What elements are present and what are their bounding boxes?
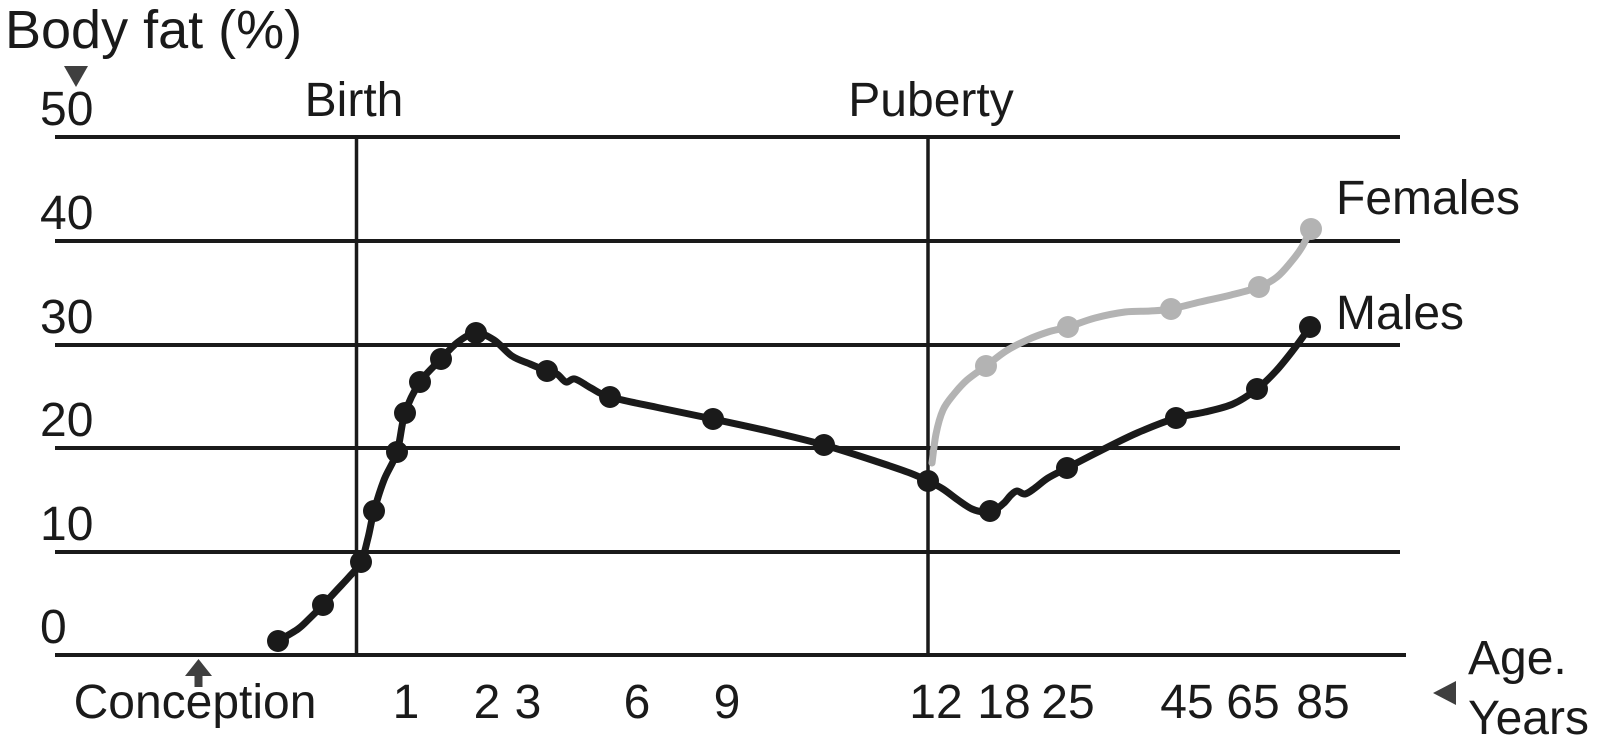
y-tick-40: 40	[40, 187, 94, 240]
males-dot	[394, 402, 416, 424]
birth-label: Birth	[304, 74, 404, 127]
y-tick-30: 30	[40, 291, 94, 344]
males-dot	[386, 441, 408, 463]
x-tick-45: 45	[1160, 676, 1214, 729]
up-arrow-icon	[185, 659, 212, 687]
males-dot	[465, 322, 487, 344]
males-dot	[409, 371, 431, 393]
x-tick-18: 18	[977, 676, 1031, 729]
males-dot	[350, 551, 372, 573]
males-dot	[363, 500, 385, 522]
males-line	[274, 323, 1314, 645]
x-tick-conception: Conception	[73, 676, 317, 729]
males-dot	[430, 348, 452, 370]
puberty-label: Puberty	[848, 74, 1014, 127]
males-dot	[536, 360, 558, 382]
years-label: Years	[1468, 692, 1589, 745]
chart-title: Body fat (%)	[5, 0, 303, 60]
females-dot	[1300, 218, 1322, 240]
males-dot	[312, 594, 334, 616]
males-label: Males	[1336, 287, 1465, 340]
x-tick-65: 65	[1226, 676, 1280, 729]
females-dot	[1160, 298, 1182, 320]
males-dot	[917, 470, 939, 492]
females-dot	[1248, 276, 1270, 298]
x-tick-12: 12	[909, 676, 963, 729]
females-dot	[975, 355, 997, 377]
y-tick-20: 20	[40, 394, 94, 447]
y-tick-10: 10	[40, 498, 94, 551]
males-dot	[1165, 407, 1187, 429]
x-tick-25: 25	[1041, 676, 1095, 729]
males-dot	[1299, 316, 1321, 338]
males-dot	[599, 386, 621, 408]
x-tick-1: 1	[392, 676, 420, 729]
males-dot	[1246, 378, 1268, 400]
age-label: Age.	[1468, 632, 1567, 685]
x-tick-85: 85	[1296, 676, 1350, 729]
males-dot	[1056, 457, 1078, 479]
females-dot	[1057, 316, 1079, 338]
females-line	[928, 225, 1315, 467]
males-dot	[267, 630, 289, 652]
x-tick-3: 3	[514, 676, 542, 729]
x-tick-2: 2	[473, 676, 501, 729]
left-arrow-icon	[1433, 681, 1456, 705]
x-tick-6: 6	[623, 676, 651, 729]
y-tick-50: 50	[40, 83, 94, 136]
females-label: Females	[1336, 172, 1521, 225]
males-dot	[702, 408, 724, 430]
males-dot	[979, 500, 1001, 522]
y-tick-0: 0	[40, 601, 67, 654]
males-dot	[813, 434, 835, 456]
down-arrow-icon	[64, 66, 88, 87]
x-tick-9: 9	[713, 676, 741, 729]
